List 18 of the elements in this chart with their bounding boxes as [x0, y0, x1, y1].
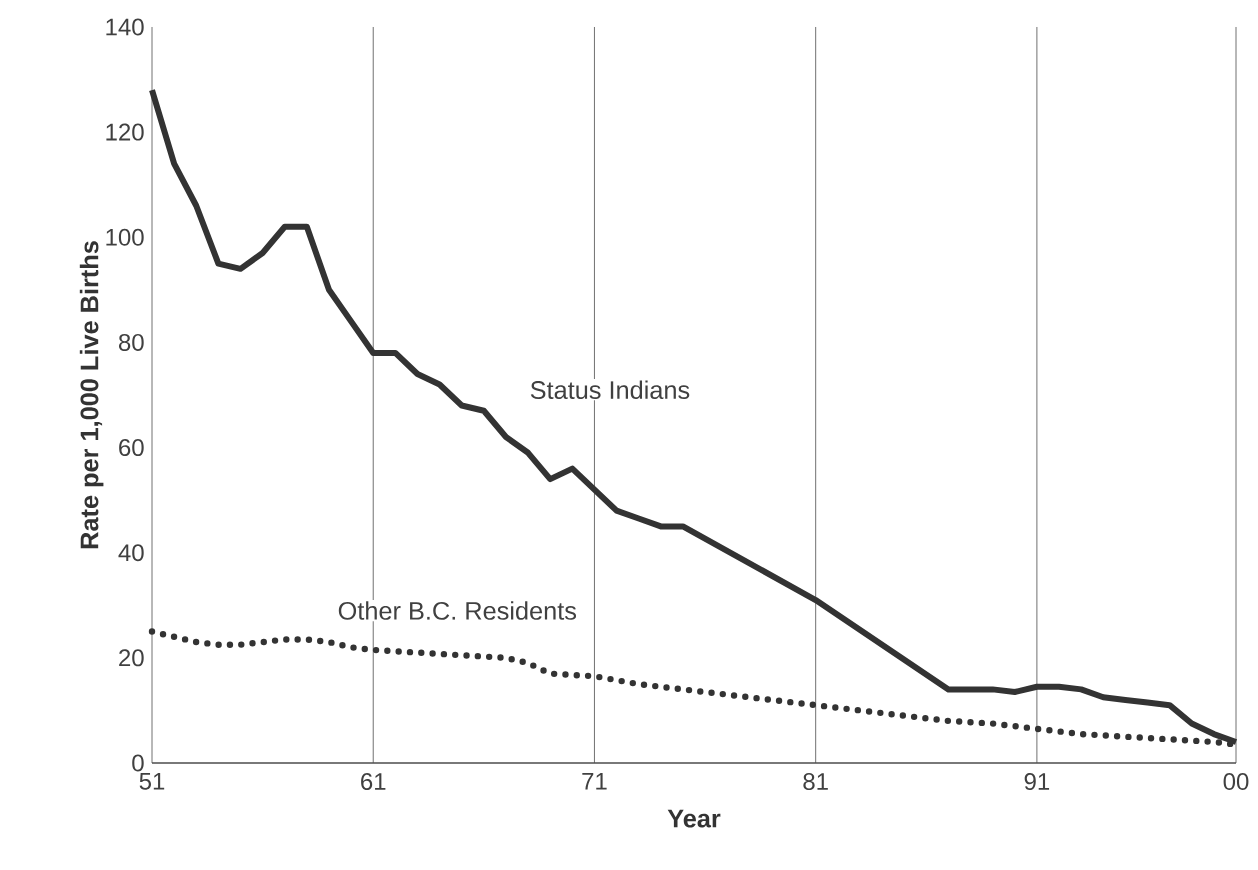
x-tick-label: 00: [1223, 773, 1249, 791]
y-tick-label: 20: [119, 649, 144, 667]
y-tick-label: 80: [118, 333, 144, 351]
y-axis-title: Rate per 1,000 Live Births: [79, 241, 104, 549]
x-tick-label: 81: [803, 773, 828, 791]
x-tick-label: 71: [582, 773, 607, 790]
x-tick-label: 91: [1024, 773, 1050, 791]
y-tick-label: 40: [118, 544, 144, 562]
x-axis-title: Year: [667, 809, 721, 828]
y-tick-label: 60: [119, 439, 144, 457]
y-tick-label: 140: [106, 18, 144, 36]
x-tick-label: 61: [361, 773, 386, 791]
series-label: Status Indians: [530, 380, 690, 400]
y-tick-label: 0: [132, 754, 144, 772]
series-label: Other B.C. Residents: [338, 601, 577, 620]
y-tick-label: 120: [106, 123, 144, 141]
x-tick-label: 51: [139, 773, 165, 790]
y-tick-label: 100: [106, 228, 144, 246]
